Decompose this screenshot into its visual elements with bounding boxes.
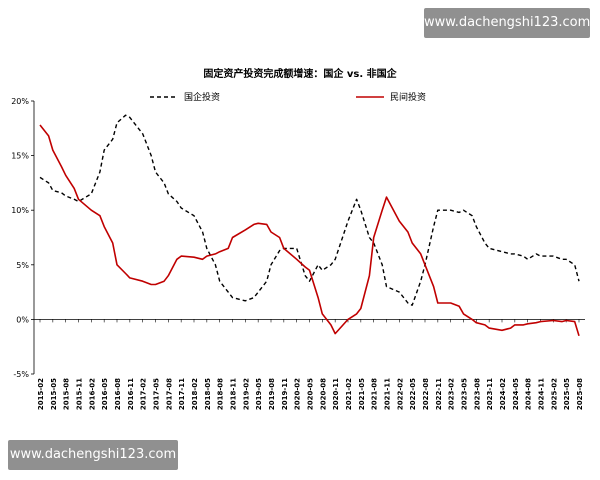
x-tick-label: 2015-08 [63, 378, 71, 410]
x-tick-label: 2016-08 [114, 378, 122, 410]
x-tick-label: 2020-11 [332, 378, 340, 410]
x-tick-label: 2015-05 [50, 378, 58, 410]
x-tick-label: 2021-05 [358, 378, 366, 410]
x-tick-label: 2016-11 [127, 378, 135, 410]
x-tick-label: 2015-11 [76, 378, 84, 410]
legend-label-private: 民间投资 [390, 91, 426, 103]
x-tick-label: 2025-02 [550, 378, 558, 410]
x-tick-label: 2017-08 [165, 378, 173, 410]
x-tick-label: 2022-02 [396, 378, 404, 410]
y-tick-label: -5% [13, 370, 29, 379]
x-tick-label: 2020-02 [294, 378, 302, 410]
x-tick-label: 2018-02 [191, 378, 199, 410]
x-tick-label: 2016-05 [101, 378, 109, 410]
series-line-private [39, 124, 580, 337]
x-tick-label: 2018-05 [204, 378, 212, 410]
watermark-top: www.dachengshi123.com [424, 8, 590, 38]
y-tick-label: 15% [11, 152, 29, 161]
x-tick-label: 2017-11 [178, 378, 186, 410]
y-axis: -5% 0% 5% 10% 15% 20% [11, 97, 35, 379]
y-tick-label: 5% [16, 261, 29, 270]
y-tick-label: 10% [11, 206, 29, 215]
x-tick-label: 2019-11 [281, 378, 289, 410]
x-tick-label: 2024-05 [512, 378, 520, 410]
x-tick-label: 2023-11 [486, 378, 494, 410]
legend: 国企投资 民间投资 [150, 91, 426, 103]
x-tick-label: 2022-11 [435, 378, 443, 410]
x-tick-label: 2022-08 [422, 378, 430, 410]
series-line-soe [39, 114, 580, 306]
x-tick-label: 2018-11 [230, 378, 238, 410]
series-layer [39, 114, 580, 337]
x-tick-label: 2021-08 [371, 378, 379, 410]
x-tick-label: 2024-02 [499, 378, 507, 410]
x-tick-label: 2022-05 [409, 378, 417, 410]
x-tick-label: 2023-05 [461, 378, 469, 410]
x-axis: 2015-02 2015-05 2015-08 2015-11 2016-02 2016-… [34, 318, 585, 410]
x-tick-label: 2015-02 [37, 378, 45, 410]
x-tick-label: 2017-05 [153, 378, 161, 410]
x-tick-label: 2017-02 [140, 378, 148, 410]
x-tick-label: 2024-08 [525, 378, 533, 410]
y-tick-label: 0% [16, 315, 29, 324]
x-tick-label: 2019-02 [242, 378, 250, 410]
x-tick-label: 2025-05 [563, 378, 571, 410]
x-tick-label: 2023-02 [448, 378, 456, 410]
x-tick-label: 2023-08 [473, 378, 481, 410]
chart-title: 固定资产投资完成额增速：国企 vs. 非国企 [203, 67, 397, 80]
x-tick-label: 2016-02 [88, 378, 96, 410]
x-tick-label: 2021-02 [345, 378, 353, 410]
x-tick-label: 2021-11 [384, 378, 392, 410]
x-tick-label: 2025-08 [576, 378, 584, 410]
x-tick-label: 2018-08 [217, 378, 225, 410]
x-tick-label: 2020-05 [307, 378, 315, 410]
x-tick-label: 2024-11 [538, 378, 546, 410]
legend-label-soe: 国企投资 [184, 91, 220, 103]
x-tick-label: 2019-05 [255, 378, 263, 410]
x-tick-label: 2020-08 [319, 378, 327, 410]
x-tick-label: 2019-08 [268, 378, 276, 410]
y-tick-label: 20% [11, 97, 29, 106]
watermark-bottom: www.dachengshi123.com [8, 440, 178, 470]
